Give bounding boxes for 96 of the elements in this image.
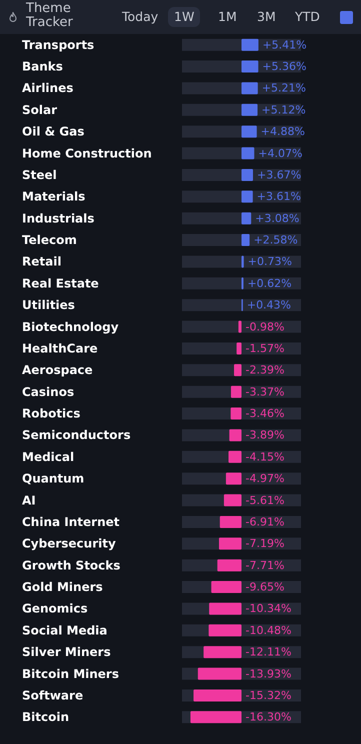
y-tick-label: HealthCare <box>22 341 98 356</box>
data-label: -0.98% <box>246 320 284 334</box>
data-label: +4.07% <box>258 146 302 160</box>
data-label: -6.91% <box>246 515 284 528</box>
text: 3M <box>256 8 277 26</box>
data-label: -7.71% <box>246 558 284 572</box>
y-tick-label: Retail <box>22 254 62 269</box>
data-label: +4.88% <box>260 125 305 138</box>
bar <box>242 212 252 224</box>
y-tick-label: Gold Miners <box>22 580 103 594</box>
data-label: +0.43% <box>246 298 292 312</box>
y-tick-label: Banks <box>22 60 63 74</box>
data-label: +3.08% <box>255 212 300 225</box>
text: YTD <box>294 8 321 26</box>
y-tick-label: Social Media <box>22 623 108 638</box>
data-label: -9.65% <box>246 580 284 594</box>
bar <box>208 624 242 636</box>
bar <box>242 126 257 138</box>
y-tick-label: Industrials <box>22 211 94 226</box>
bar <box>217 559 242 572</box>
data-label: +5.21% <box>262 82 306 95</box>
bar <box>242 38 258 51</box>
data-label: +5.36% <box>262 60 306 74</box>
text: 1W <box>168 7 200 27</box>
bar <box>204 646 242 658</box>
data-label: -4.15% <box>246 450 284 464</box>
bar <box>242 82 258 94</box>
bar <box>230 386 242 398</box>
bar <box>242 60 258 73</box>
data-label: -12.11% <box>246 646 292 659</box>
y-tick-label: Quantum <box>22 472 84 486</box>
data-label: +5.41% <box>262 38 307 52</box>
y-tick-label: Home Construction <box>22 146 152 160</box>
y-tick-label: Real Estate <box>22 276 99 290</box>
bar <box>224 494 242 506</box>
data-label: -13.93% <box>246 667 292 680</box>
y-tick-label: Steel <box>22 168 57 182</box>
y-tick-label: Oil & Gas <box>22 124 84 139</box>
y-tick-label: Biotechnology <box>22 320 119 334</box>
y-tick-label: Transports <box>22 38 94 52</box>
y-tick-label: Bitcoin <box>22 710 70 724</box>
data-label: -10.34% <box>246 602 292 616</box>
bar <box>209 602 242 615</box>
y-tick-label: Bitcoin Miners <box>22 666 119 681</box>
y-tick-label: Cybersecurity <box>22 536 116 551</box>
data-label: +3.67% <box>256 168 302 182</box>
data-label: -1.57% <box>246 342 284 355</box>
text: 1M <box>217 8 238 26</box>
bar <box>242 234 250 246</box>
bar <box>230 408 242 420</box>
y-tick-label: Aerospace <box>22 363 93 378</box>
y-tick-label: Materials <box>22 190 86 204</box>
y-tick-label: Robotics <box>22 406 80 421</box>
data-label: +3.61% <box>256 190 301 204</box>
data-label: -16.30% <box>246 710 292 724</box>
bar <box>220 516 242 528</box>
y-tick-label: Telecom <box>22 233 77 248</box>
bar <box>211 581 242 594</box>
bar <box>226 472 242 485</box>
y-tick-label: AI <box>22 493 36 508</box>
text: Today <box>121 8 160 26</box>
y-tick-label: Software <box>22 688 84 702</box>
bar <box>234 364 242 376</box>
y-tick-label: China Internet <box>22 514 120 529</box>
bar <box>236 342 242 354</box>
data-label: -7.19% <box>246 537 284 550</box>
y-tick-label: Growth Stocks <box>22 558 120 572</box>
bar <box>242 190 253 203</box>
data-label: -5.61% <box>246 494 284 507</box>
bar <box>228 450 242 463</box>
y-tick-label: Solar <box>22 102 58 117</box>
bar <box>229 429 242 442</box>
data-label: -2.39% <box>246 364 284 377</box>
data-label: +0.62% <box>247 276 292 290</box>
bar <box>238 320 242 333</box>
data-label: -10.48% <box>246 624 292 637</box>
data-label: -4.97% <box>246 472 284 486</box>
data-label: -15.32% <box>246 688 292 702</box>
bar <box>218 538 242 550</box>
bar <box>242 168 253 181</box>
y-tick-label: Semiconductors <box>22 428 131 442</box>
y-tick-label: Utilities <box>22 298 75 312</box>
data-label: +0.73% <box>248 255 292 268</box>
y-tick-label: Airlines <box>22 81 74 96</box>
data-label: -3.89% <box>246 428 284 442</box>
y-tick-label: Casinos <box>22 384 74 399</box>
bar <box>242 147 254 160</box>
data-label: -3.46% <box>246 407 284 420</box>
data-label: -3.37% <box>246 385 284 398</box>
y-tick-label: Genomics <box>22 602 88 616</box>
data-label: +5.12% <box>262 103 306 116</box>
bar <box>242 104 258 116</box>
data-label: +2.58% <box>254 234 298 247</box>
text: Theme Tracker <box>26 1 74 30</box>
y-tick-label: Medical <box>22 450 74 464</box>
y-tick-label: Silver Miners <box>22 645 111 660</box>
